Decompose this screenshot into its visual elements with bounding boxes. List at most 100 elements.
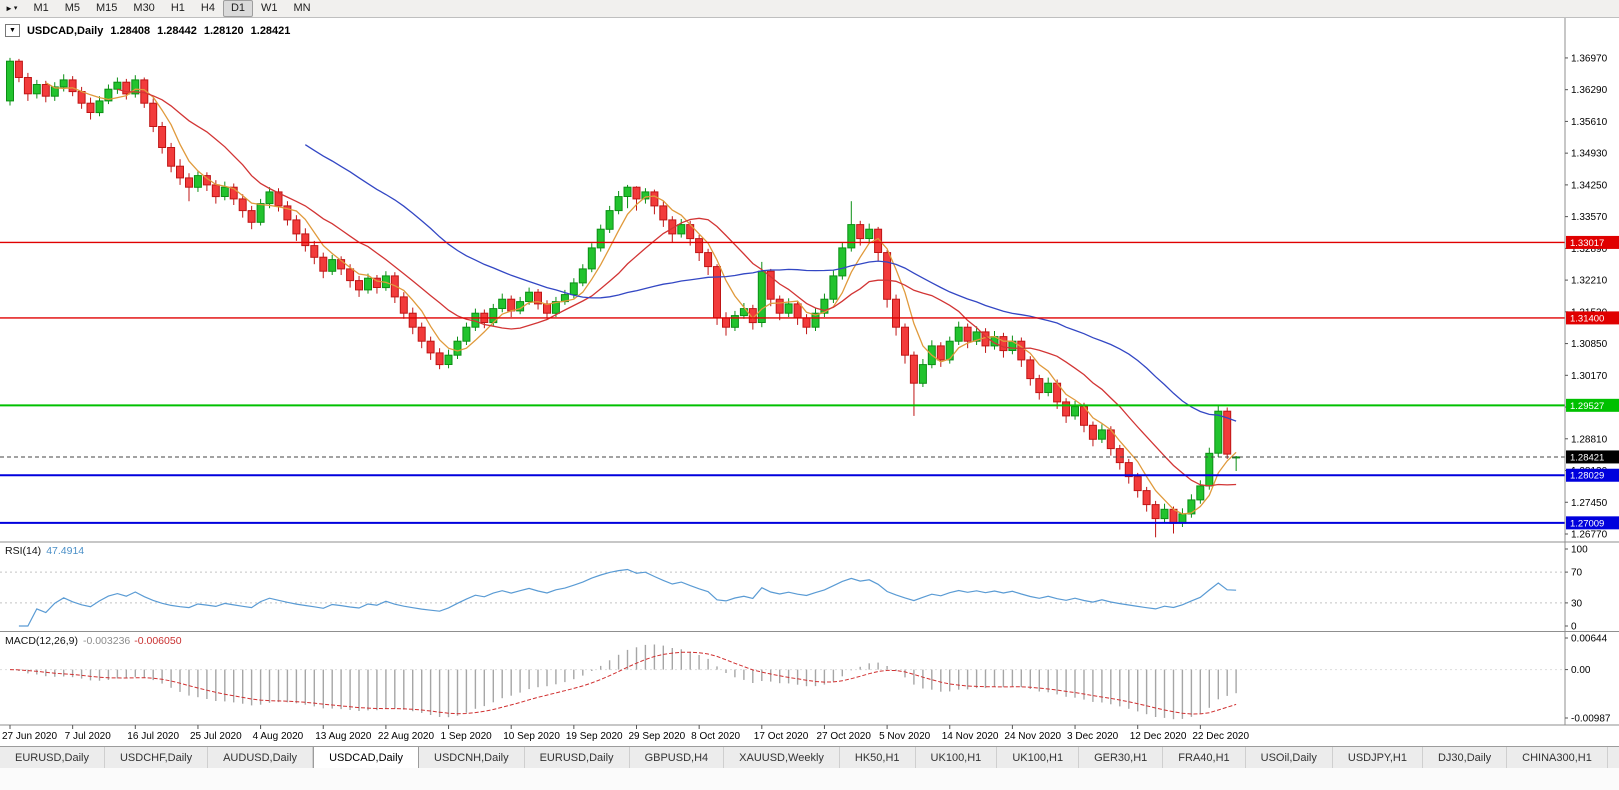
ohlc-low: 1.28120 [203, 24, 244, 37]
svg-text:25 Jul 2020: 25 Jul 2020 [190, 731, 242, 742]
price-axis: 1.36970 1.36290 1.35610 1.34930 1.34250 1.335… [1565, 53, 1619, 725]
timeframe-button-w1[interactable]: W1 [261, 2, 278, 14]
svg-text:24 Nov 2020: 24 Nov 2020 [1004, 731, 1061, 742]
svg-text:29 Sep 2020: 29 Sep 2020 [629, 731, 686, 742]
rsi-value: 47.4914 [46, 545, 85, 557]
tab-ger30-h1[interactable]: GER30,H1 [1079, 747, 1164, 768]
chart-svg[interactable]: 1.36970 1.36290 1.35610 1.34930 1.34250 1.335… [0, 18, 1619, 746]
svg-text:1.27450: 1.27450 [1571, 498, 1608, 509]
svg-text:1.33570: 1.33570 [1571, 212, 1608, 223]
svg-text:0: 0 [1571, 622, 1577, 633]
timeframe-button-d1[interactable]: D1 [222, 0, 253, 17]
svg-text:1.31400: 1.31400 [1570, 313, 1604, 324]
svg-text:27 Oct 2020: 27 Oct 2020 [816, 731, 871, 742]
ohlc-high: 1.28442 [157, 24, 197, 37]
svg-text:8 Oct 2020: 8 Oct 2020 [691, 731, 740, 742]
svg-text:70: 70 [1571, 568, 1583, 579]
svg-text:5 Nov 2020: 5 Nov 2020 [879, 731, 931, 742]
svg-text:0.00: 0.00 [1571, 665, 1591, 676]
svg-text:22 Dec 2020: 22 Dec 2020 [1192, 731, 1249, 742]
tab-dj30-daily[interactable]: DJ30,Daily [1423, 747, 1508, 768]
timeframe-button-m15[interactable]: M15 [96, 2, 118, 14]
chevron-down-icon: ▾ [13, 4, 18, 12]
timeframe-button-m30[interactable]: M30 [133, 2, 155, 14]
chart-type-icon: ► [5, 3, 13, 13]
svg-text:1.34930: 1.34930 [1571, 149, 1608, 160]
ma-line-5 [45, 82, 1237, 515]
svg-text:14 Nov 2020: 14 Nov 2020 [942, 731, 999, 742]
tab-eurusd-daily[interactable]: EURUSD,Daily [525, 747, 630, 768]
tab-china300-h1[interactable]: CHINA300,H1 [1507, 747, 1608, 768]
ma-line-13 [117, 88, 1237, 487]
svg-text:-0.00987: -0.00987 [1571, 714, 1611, 725]
svg-text:1.30850: 1.30850 [1571, 339, 1608, 350]
svg-text:1.27009: 1.27009 [1570, 518, 1604, 529]
chart-symbol-period: USDCAD,Daily [26, 24, 104, 37]
candles-layer [6, 57, 1241, 538]
svg-text:1.32210: 1.32210 [1571, 276, 1608, 287]
svg-text:19 Sep 2020: 19 Sep 2020 [566, 731, 623, 742]
svg-text:1.36970: 1.36970 [1571, 53, 1608, 64]
svg-text:3 Dec 2020: 3 Dec 2020 [1067, 731, 1119, 742]
macd-main-value: -0.003236 [82, 635, 131, 647]
timeframe-buttons: M1 M5 M15 M30 H1 H4 D1 W1 MN [25, 0, 318, 17]
timeframe-toolbar: ► ▾ M1 M5 M15 M30 H1 H4 D1 W1 MN [0, 0, 1619, 18]
tab-usoil-daily[interactable]: USOil,Daily [1246, 747, 1333, 768]
svg-text:1.34250: 1.34250 [1571, 180, 1608, 191]
svg-text:1 Sep 2020: 1 Sep 2020 [441, 731, 493, 742]
chart-title: ▼ USDCAD,Daily 1.28408 1.28442 1.28120 1… [5, 24, 290, 37]
price-badge-1.28029: 1.28029 [1566, 468, 1619, 482]
svg-text:1.28421: 1.28421 [1570, 452, 1604, 463]
timeframe-button-h1[interactable]: H1 [170, 2, 185, 14]
timeframe-button-m1[interactable]: M1 [33, 2, 49, 14]
tab-audusd-daily[interactable]: AUDUSD,Daily [208, 747, 314, 768]
tab-xauusd-weekly[interactable]: XAUUSD,Weekly [724, 747, 840, 768]
macd-signal-line [9, 651, 1237, 715]
svg-text:1.28029: 1.28029 [1570, 471, 1604, 482]
svg-text:27 Jun 2020: 27 Jun 2020 [2, 731, 57, 742]
tab-uk100-h1[interactable]: UK100,H1 [916, 747, 998, 768]
svg-text:13 Aug 2020: 13 Aug 2020 [315, 731, 372, 742]
svg-text:1.35610: 1.35610 [1571, 117, 1608, 128]
tab-hk50-h1[interactable]: HK50,H1 [840, 747, 916, 768]
svg-text:30: 30 [1571, 598, 1583, 609]
ohlc-open: 1.28408 [110, 24, 151, 37]
svg-text:1.33017: 1.33017 [1570, 238, 1604, 249]
main-chart-layer [6, 57, 1241, 538]
tab-uk100-h1[interactable]: UK100,H1 [997, 747, 1080, 768]
timeframe-button-m5[interactable]: M5 [64, 2, 80, 14]
svg-text:4 Aug 2020: 4 Aug 2020 [253, 731, 304, 742]
tab-usdcad-daily[interactable]: USDCAD,Daily [313, 747, 420, 768]
price-badge-1.27009: 1.27009 [1566, 516, 1619, 530]
tab-eurusd-daily[interactable]: EURUSD,Daily [0, 747, 105, 768]
svg-text:100: 100 [1571, 545, 1588, 556]
tab-usdcnh-daily[interactable]: USDCNH,Daily [419, 747, 525, 768]
time-axis: 27 Jun 2020 7 Jul 2020 16 Jul 2020 25 Jul 2… [2, 725, 1249, 742]
price-badge-1.29527: 1.29527 [1566, 398, 1619, 412]
svg-text:7 Jul 2020: 7 Jul 2020 [65, 731, 112, 742]
tab-usdjpy-h1[interactable]: USDJPY,H1 [1333, 747, 1423, 768]
price-badge-1.28421: 1.28421 [1566, 450, 1619, 464]
tab-usdchf-daily[interactable]: USDCHF,Daily [105, 747, 209, 768]
timeframe-button-mn[interactable]: MN [293, 2, 311, 14]
svg-text:1.30170: 1.30170 [1571, 371, 1608, 382]
svg-text:0.00644: 0.00644 [1571, 634, 1608, 645]
tab-gbpusd-h4[interactable]: GBPUSD,H4 [630, 747, 725, 768]
status-strip [0, 768, 1619, 790]
one-click-trading-button[interactable]: ▼ [5, 24, 20, 37]
svg-text:1.28810: 1.28810 [1571, 434, 1608, 445]
ma-line-34 [304, 144, 1237, 422]
price-badge-1.33017: 1.33017 [1566, 235, 1619, 249]
svg-text:1.32890: 1.32890 [1571, 244, 1608, 255]
rsi-name: RSI(14) [5, 545, 42, 557]
tab-fra40-h1[interactable]: FRA40,H1 [1163, 747, 1246, 768]
svg-text:1.36290: 1.36290 [1571, 85, 1608, 96]
svg-text:17 Oct 2020: 17 Oct 2020 [754, 731, 809, 742]
svg-text:16 Jul 2020: 16 Jul 2020 [127, 731, 179, 742]
price-badge-1.31400: 1.31400 [1566, 311, 1619, 325]
macd-indicator-label: MACD(12,26,9) -0.003236 -0.006050 [5, 635, 182, 647]
toolbar-dropdown-icon[interactable]: ► ▾ [5, 3, 18, 13]
timeframe-button-h4[interactable]: H4 [200, 2, 215, 14]
chart-canvas[interactable]: 1.36970 1.36290 1.35610 1.34930 1.34250 1.335… [0, 18, 1619, 746]
